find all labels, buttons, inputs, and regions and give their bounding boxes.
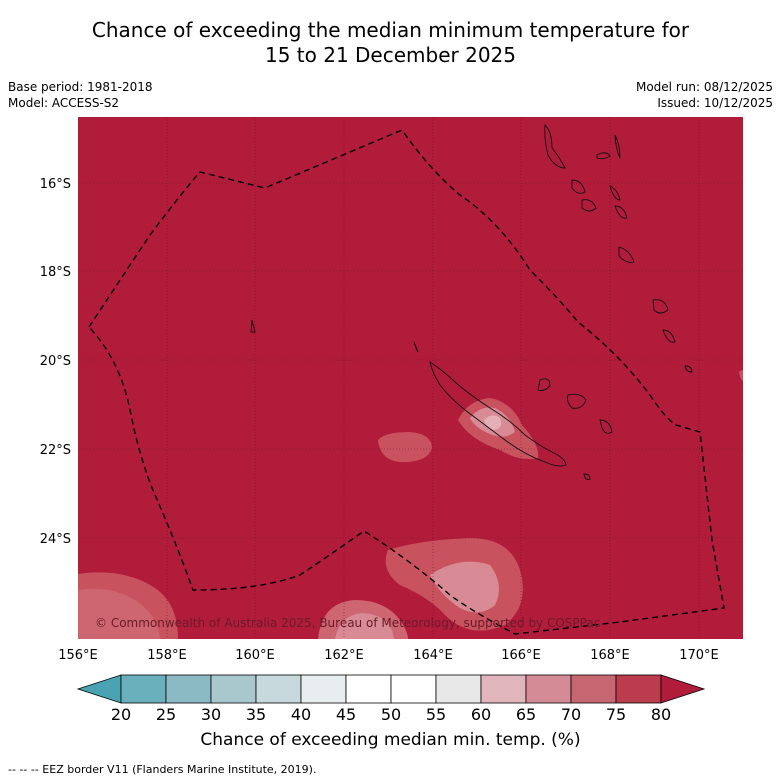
colorbar-cell [435,674,482,704]
colorbar-cell [210,674,257,704]
coastlines [250,123,693,480]
title-line-1: Chance of exceeding the median minimum t… [91,18,690,42]
colorbar-cell [570,674,617,704]
lat-label: 20°S [40,354,71,369]
lat-axis: 16°S 18°S 20°S 22°S 24°S [40,177,71,547]
lon-label: 164°E [413,648,453,663]
colorbar-cell [345,674,392,704]
colorbar-tick-label: 50 [381,705,401,724]
page-title: Chance of exceeding the median minimum t… [0,18,781,68]
colorbar-tick-label: 20 [111,705,131,724]
colorbar-cell [255,674,302,704]
lat-label: 22°S [40,443,71,458]
lon-axis: 156°E 158°E 160°E 162°E 164°E 166°E 168°… [58,648,719,663]
colorbar-cell [525,674,572,704]
colorbar-high-extension [660,674,706,704]
lon-label: 168°E [590,648,630,663]
colorbar-cell [480,674,527,704]
colorbar-label: Chance of exceeding median min. temp. (%… [200,730,581,750]
lat-label: 18°S [40,265,71,280]
lat-label: 16°S [40,177,71,192]
lon-label: 158°E [147,648,187,663]
title-line-2: 15 to 21 December 2025 [264,43,516,67]
copyright-text: © Commonwealth of Australia 2025, Bureau… [95,616,600,630]
colorbar-cell [165,674,212,704]
base-period: Base period: 1981-2018 [8,80,153,94]
eez-legend: -- -- -- EEZ border V11 (Flanders Marine… [8,763,317,776]
lon-label: 166°E [501,648,541,663]
colorbar-tick-label: 65 [516,705,536,724]
lat-label: 24°S [40,532,71,547]
probability-contours [78,370,743,639]
colorbar-cell [300,674,347,704]
model-run: Model run: 08/12/2025 [635,80,773,94]
lon-label: 156°E [58,648,98,663]
colorbar-tick-label: 25 [156,705,176,724]
meta-left: Base period: 1981-2018 Model: ACCESS-S2 [8,79,153,111]
colorbar-tick-label: 75 [606,705,626,724]
colorbar-tick-label: 60 [471,705,491,724]
colorbar-tick-label: 30 [201,705,221,724]
colorbar-tick-label: 70 [561,705,581,724]
lon-label: 162°E [324,648,364,663]
colorbar-cell [615,674,662,704]
lon-label: 160°E [235,648,275,663]
colorbar-cell [390,674,437,704]
meta-right: Model run: 08/12/2025 Issued: 10/12/2025 [636,79,773,111]
colorbar-tick-label: 55 [426,705,446,724]
colorbar-low-extension [76,674,122,704]
colorbar-tick-label: 45 [336,705,356,724]
colorbar: 20 25 30 35 40 45 50 55 60 65 70 75 80 [76,674,706,724]
colorbar-cell [120,674,167,704]
new-caledonia-coast [429,361,567,467]
colorbar-tick-label: 35 [246,705,266,724]
gridlines [78,117,743,639]
colorbar-tick-label: 40 [291,705,311,724]
model-name: Model: ACCESS-S2 [8,96,120,110]
lon-label: 170°E [679,648,719,663]
colorbar-tick-label: 80 [651,705,671,724]
issued-date: Issued: 10/12/2025 [657,96,773,110]
